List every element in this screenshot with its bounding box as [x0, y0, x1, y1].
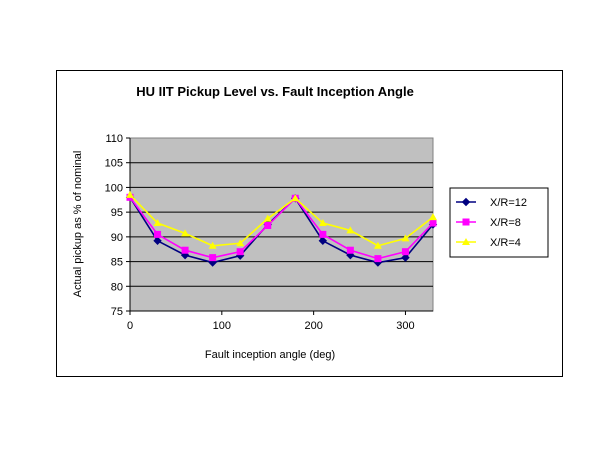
data-point	[401, 248, 409, 256]
x-tick-labels: 0 100 200 300	[127, 311, 415, 332]
data-point	[153, 236, 162, 246]
y-tick-label: 100	[105, 182, 123, 194]
data-point	[263, 214, 272, 222]
x-tick-label: 100	[213, 320, 231, 332]
chart-title: HU IIT Pickup Level vs. Fault Inception …	[136, 84, 414, 99]
data-point	[209, 254, 217, 262]
data-point	[319, 230, 327, 238]
plot-background	[129, 137, 434, 312]
legend-swatch-marker	[461, 197, 471, 207]
data-point	[401, 253, 410, 262]
data-point	[181, 246, 189, 254]
x-tick-label: 200	[304, 320, 322, 332]
x-axis-label: Fault inception angle (deg)	[205, 349, 335, 361]
data-point	[318, 219, 327, 227]
y-tick-label: 75	[111, 306, 123, 318]
legend-swatch-marker	[462, 238, 470, 245]
data-point	[373, 241, 382, 249]
y-tick-label: 85	[111, 257, 123, 269]
data-point	[154, 230, 162, 238]
y-axis-label: Actual pickup as % of nominal	[72, 151, 84, 298]
chart-svg: HU IIT Pickup Level vs. Fault Inception …	[72, 84, 549, 361]
data-point	[429, 219, 437, 227]
data-point	[291, 194, 300, 202]
chart-frame: HU IIT Pickup Level vs. Fault Inception …	[56, 70, 563, 377]
data-point	[318, 236, 328, 246]
series-line	[129, 194, 434, 247]
data-point	[429, 213, 437, 221]
y-tick-labels: 75 80 85 90 95 100 105 110	[105, 133, 130, 318]
y-tick-label: 110	[105, 133, 123, 145]
y-tick-label: 105	[105, 158, 123, 170]
legend-swatch-marker	[462, 218, 470, 226]
legend-entry: X/R=12	[490, 197, 527, 209]
x-tick-label: 0	[127, 320, 133, 332]
data-point	[126, 190, 134, 198]
data-point	[374, 255, 382, 263]
legend-entry: X/R=4	[490, 237, 521, 249]
data-point	[208, 241, 217, 249]
y-tick-label: 95	[111, 207, 123, 219]
legend: X/R=12 X/R=8 X/R=4	[449, 187, 549, 258]
data-point	[346, 246, 354, 254]
data-point	[181, 229, 190, 237]
y-tick-label: 90	[111, 232, 123, 244]
data-point	[401, 234, 410, 242]
x-tick-label: 300	[396, 320, 414, 332]
data-point	[264, 221, 272, 229]
series-X/R=4	[126, 190, 437, 249]
plot-area	[125, 137, 438, 312]
legend-entry: X/R=8	[490, 217, 521, 229]
y-tick-label: 80	[111, 281, 123, 293]
data-point	[153, 219, 162, 227]
data-point	[346, 226, 355, 234]
series-line	[129, 196, 434, 260]
data-point	[236, 248, 244, 256]
data-point	[236, 239, 245, 247]
